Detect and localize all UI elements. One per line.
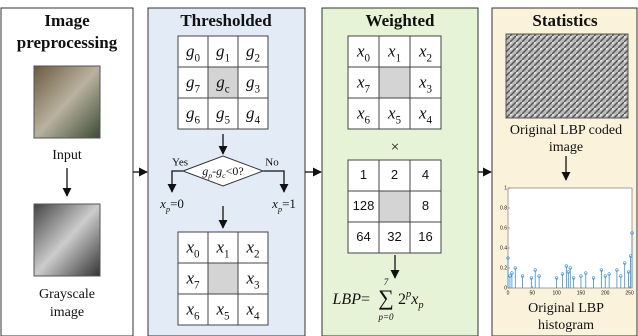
text-part: 0 <box>194 248 200 260</box>
text-part: g <box>216 41 225 60</box>
text-part: c <box>225 83 230 95</box>
text-part: 1 <box>396 52 402 64</box>
text-part: 1 <box>224 52 230 64</box>
text-part: 7 <box>194 83 200 95</box>
text-part: g <box>246 72 255 91</box>
text-part: 4 <box>427 114 433 126</box>
rich-text: LBP= <box>332 291 370 308</box>
text-part: 1 <box>224 248 230 260</box>
caption: histogram <box>538 318 594 333</box>
sum-upper: 7 <box>384 277 389 287</box>
caption: Original LBP coded <box>510 123 622 138</box>
y-tick-label: 0.2 <box>500 265 507 271</box>
cell <box>208 263 238 294</box>
y-tick-label: 0.6 <box>500 225 507 231</box>
text-part: 0 <box>194 52 200 64</box>
weight: 4 <box>422 167 429 182</box>
text-part: 5 <box>396 114 402 126</box>
caption: image <box>549 140 583 155</box>
x-tick-label: 150 <box>577 290 586 296</box>
title: Image <box>44 11 90 30</box>
text-part: g <box>186 103 195 122</box>
weight: 32 <box>387 229 401 244</box>
text-part: 5 <box>224 310 230 322</box>
caption: image <box>50 305 84 320</box>
y-tick-label: 0 <box>504 285 507 291</box>
x-tick-label: 50 <box>530 290 536 296</box>
text-part: <0? <box>226 164 244 178</box>
sum-lower: p=0 <box>377 312 394 322</box>
text-part: 6 <box>194 114 200 126</box>
x-tick-label: 250 <box>625 290 634 296</box>
coded-image <box>506 34 628 118</box>
text-part: 7 <box>365 83 371 95</box>
text-part: LBP <box>332 291 362 308</box>
cell <box>379 191 410 222</box>
x-tick-label: 200 <box>601 290 610 296</box>
text-part: 0 <box>365 52 371 64</box>
grayscale-image <box>34 204 100 276</box>
y-tick-label: 0.4 <box>500 245 507 251</box>
text-part: =1 <box>282 196 296 211</box>
text-part: g <box>216 103 225 122</box>
input-image <box>34 66 100 138</box>
text-part: 3 <box>254 279 260 291</box>
y-tick-label: 0.8 <box>500 205 507 211</box>
title: Weighted <box>366 11 435 30</box>
weight: 1 <box>360 167 367 182</box>
x-tick-label: 100 <box>552 290 561 296</box>
title: Thresholded <box>180 11 272 30</box>
title: Statistics <box>532 11 598 30</box>
text-part: 6 <box>365 114 371 126</box>
x-tick-label: 0 <box>507 290 510 296</box>
text-part: g <box>246 103 255 122</box>
weight: 2 <box>391 167 398 182</box>
text-part: 3 <box>254 83 260 95</box>
text-part: = <box>361 291 370 308</box>
text-part: 2 <box>254 248 260 260</box>
text-part: 6 <box>194 310 200 322</box>
text-part: 2 <box>398 291 406 308</box>
text-part: 4 <box>254 114 260 126</box>
label-yes: Yes <box>172 157 188 169</box>
cell <box>379 67 410 98</box>
caption: Grayscale <box>39 287 95 302</box>
caption: Input <box>52 148 82 163</box>
caption: Original LBP <box>528 301 604 316</box>
text-part: 2 <box>427 52 433 64</box>
text-part: 3 <box>427 83 433 95</box>
text-part: g <box>186 41 195 60</box>
text-part: g <box>216 72 225 91</box>
text-part: g <box>186 72 195 91</box>
label-no: No <box>265 157 279 169</box>
title: preprocessing <box>17 33 118 52</box>
text-part: =0 <box>170 196 184 211</box>
text-part: 5 <box>224 114 230 126</box>
text-part: 2 <box>254 52 260 64</box>
text-part: 7 <box>194 279 200 291</box>
text-part: x <box>410 291 418 308</box>
arrows <box>67 134 566 278</box>
text-part: g <box>246 41 255 60</box>
times: × <box>391 139 399 155</box>
text-part: p <box>417 300 423 311</box>
y-tick-label: 1 <box>504 185 507 191</box>
weight: 128 <box>353 198 375 213</box>
sum: ∑ <box>378 285 394 310</box>
weight: 64 <box>356 229 370 244</box>
text-part: 4 <box>254 310 260 322</box>
weight: 8 <box>422 198 429 213</box>
weight: 16 <box>418 229 432 244</box>
diagram: Image preprocessing Input Grayscale imag… <box>0 0 638 336</box>
